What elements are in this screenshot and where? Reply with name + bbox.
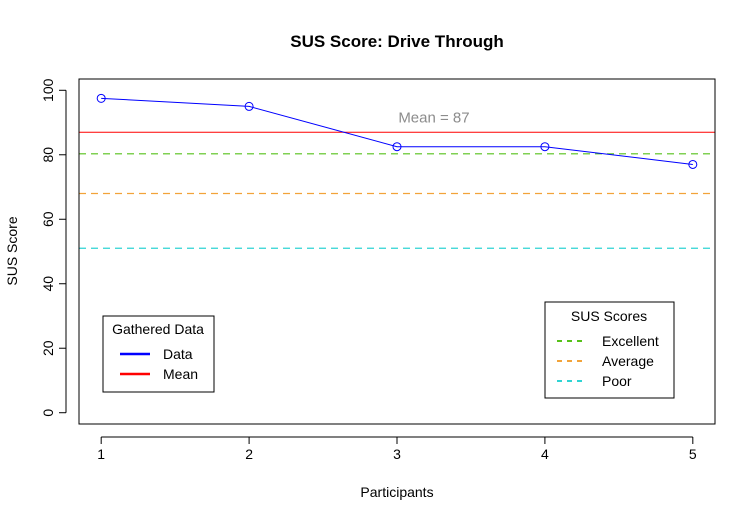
legend-average-label: Average xyxy=(602,353,654,369)
data-point xyxy=(392,142,402,152)
x-axis-label: Participants xyxy=(360,484,433,500)
mean-annotation: Mean = 87 xyxy=(398,110,469,127)
x-tick-label: 2 xyxy=(245,446,253,462)
legend-sus-box xyxy=(544,301,675,399)
data-point xyxy=(96,93,106,103)
legend-sus-scores: SUS Scores Excellent Average Poor xyxy=(544,301,675,399)
legend-gathered-data: Gathered Data Data Mean xyxy=(102,315,215,393)
x-tick-label: 5 xyxy=(689,446,697,462)
legend-sus-title: SUS Scores xyxy=(571,308,647,324)
data-point xyxy=(540,142,550,152)
data-point xyxy=(244,101,254,111)
x-tick-label: 3 xyxy=(393,446,401,462)
plot-frame xyxy=(78,78,716,425)
chart-title: SUS Score: Drive Through xyxy=(290,32,503,51)
legend-mean-label: Mean xyxy=(163,366,198,382)
y-tick-label: 20 xyxy=(40,340,56,356)
y-tick-label: 60 xyxy=(40,211,56,227)
x-tick-label: 1 xyxy=(97,446,105,462)
legend-excellent-label: Excellent xyxy=(602,333,659,349)
y-tick-label: 80 xyxy=(40,147,56,163)
data-point xyxy=(688,159,698,169)
y-axis-label: SUS Score xyxy=(4,216,20,285)
legend-poor-label: Poor xyxy=(602,373,632,389)
series-line-0 xyxy=(101,97,693,165)
plot-area: Mean = 87 1 2 3 4 5 0 20 40 60 80 100 xyxy=(40,78,715,462)
y-tick-label: 0 xyxy=(40,409,56,417)
legend-data-label: Data xyxy=(163,346,193,362)
legend-gathered-title: Gathered Data xyxy=(112,321,204,337)
y-tick-label: 100 xyxy=(40,78,56,102)
y-tick-label: 40 xyxy=(40,276,56,292)
x-tick-label: 4 xyxy=(541,446,549,462)
